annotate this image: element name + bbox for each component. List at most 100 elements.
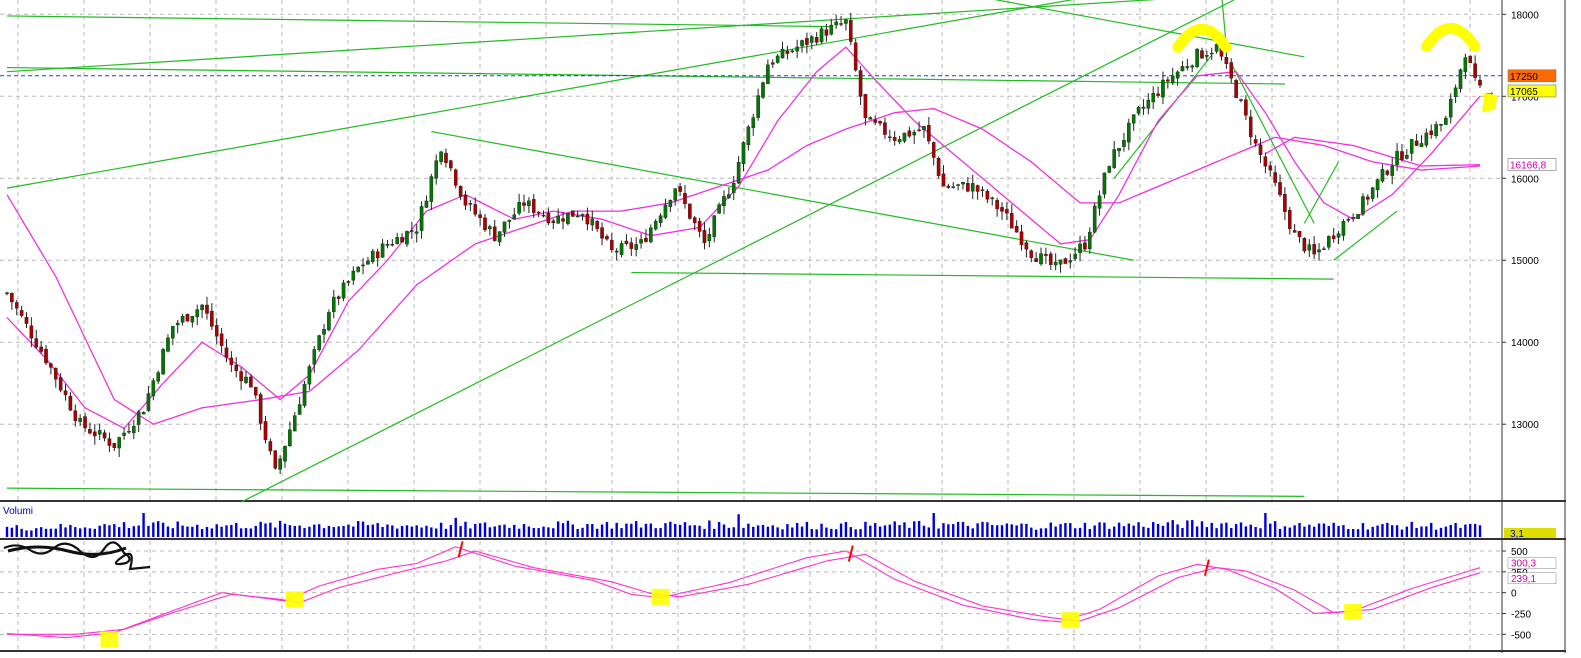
volume-bar	[283, 523, 287, 537]
candle	[161, 347, 165, 375]
volume-bar	[1142, 526, 1145, 537]
candle-body	[863, 94, 868, 119]
candle	[317, 334, 321, 352]
volume-bar	[1205, 527, 1209, 537]
candle-body	[34, 338, 39, 348]
candle	[1034, 252, 1038, 262]
candle	[434, 154, 439, 185]
candle-body	[1478, 79, 1482, 86]
candle	[1146, 93, 1151, 115]
candle-body	[151, 380, 156, 397]
candle-body	[268, 441, 273, 452]
candle	[58, 373, 63, 393]
volume-bar	[610, 528, 614, 537]
volume-bar	[878, 526, 882, 537]
candle	[1156, 86, 1160, 99]
candle	[585, 207, 590, 231]
volume-bar	[844, 522, 848, 537]
candle	[1439, 123, 1443, 132]
volume-bar	[1386, 522, 1389, 537]
candle	[1268, 161, 1273, 177]
candle	[1273, 165, 1277, 187]
candle-body	[195, 309, 200, 318]
candle-body	[556, 215, 560, 224]
candle	[92, 424, 97, 445]
candle	[366, 256, 370, 265]
candle	[502, 221, 507, 237]
candle-body	[278, 458, 282, 470]
candle-body	[1161, 79, 1165, 98]
candle	[727, 187, 731, 200]
volume-bar	[288, 525, 292, 537]
candle	[980, 186, 985, 197]
volume-bar	[669, 521, 672, 537]
volume-bar	[1264, 513, 1267, 537]
volume-bar	[913, 521, 916, 537]
candle	[468, 199, 473, 212]
volume-bar	[400, 525, 404, 537]
candle	[985, 189, 990, 204]
volume-bar	[327, 526, 331, 537]
volume-bar	[556, 521, 560, 537]
candle-body	[1307, 244, 1312, 251]
candle	[873, 115, 877, 126]
candle-body	[644, 237, 648, 242]
volume-bar	[1244, 526, 1248, 537]
volume-bar	[1200, 521, 1204, 537]
candle	[1170, 67, 1175, 86]
volume-bar	[1127, 523, 1131, 537]
candle-body	[897, 139, 902, 143]
volume-bar	[956, 521, 960, 537]
candle	[224, 339, 229, 363]
volume-bar	[605, 522, 609, 537]
volume-bar	[1444, 526, 1448, 537]
volume-bar	[1473, 523, 1477, 537]
candle	[1009, 204, 1014, 229]
volume-bar	[776, 527, 779, 537]
volume-bar	[1152, 522, 1155, 537]
candle	[371, 248, 375, 264]
candle-body	[512, 214, 517, 220]
candle-body	[346, 281, 351, 283]
candle	[556, 208, 560, 225]
candle-body	[322, 329, 326, 335]
candle-body	[1170, 75, 1175, 84]
candle	[1336, 230, 1341, 245]
candle-body	[1283, 193, 1287, 212]
volume-bar	[1181, 527, 1184, 537]
volume-bar	[20, 528, 23, 537]
candle-body	[1444, 117, 1448, 125]
volume-bar	[732, 527, 735, 537]
candle	[634, 237, 638, 257]
candle-body	[1326, 236, 1331, 248]
candle	[649, 224, 653, 244]
y-tick-label: 18000	[1511, 10, 1539, 21]
volume-bar	[1112, 526, 1116, 537]
candle	[1409, 139, 1414, 161]
price-tag	[1507, 84, 1557, 98]
volume-bar	[1156, 523, 1160, 537]
volume-bar	[98, 525, 101, 537]
candle-body	[249, 376, 253, 388]
candle	[1068, 253, 1073, 269]
volume-bar	[1122, 526, 1126, 537]
candle	[1458, 68, 1463, 93]
volume-bar	[869, 525, 872, 537]
candle-body	[439, 151, 443, 163]
volume-bar	[176, 521, 179, 537]
candle-body	[527, 200, 531, 207]
candle-body	[844, 19, 848, 24]
volume-bar	[464, 521, 467, 537]
y-tick-label: 14000	[1511, 338, 1539, 349]
candle-body	[1195, 48, 1199, 67]
candle	[400, 233, 404, 243]
candle	[1444, 115, 1448, 125]
volume-bar	[1317, 523, 1321, 537]
volume-bar	[142, 513, 145, 537]
candle-body	[1068, 260, 1073, 263]
volume-bar	[205, 526, 209, 537]
candle-body	[458, 186, 463, 197]
volume-bar	[630, 523, 633, 537]
volume-bar	[1259, 528, 1262, 537]
candle-body	[424, 200, 429, 208]
